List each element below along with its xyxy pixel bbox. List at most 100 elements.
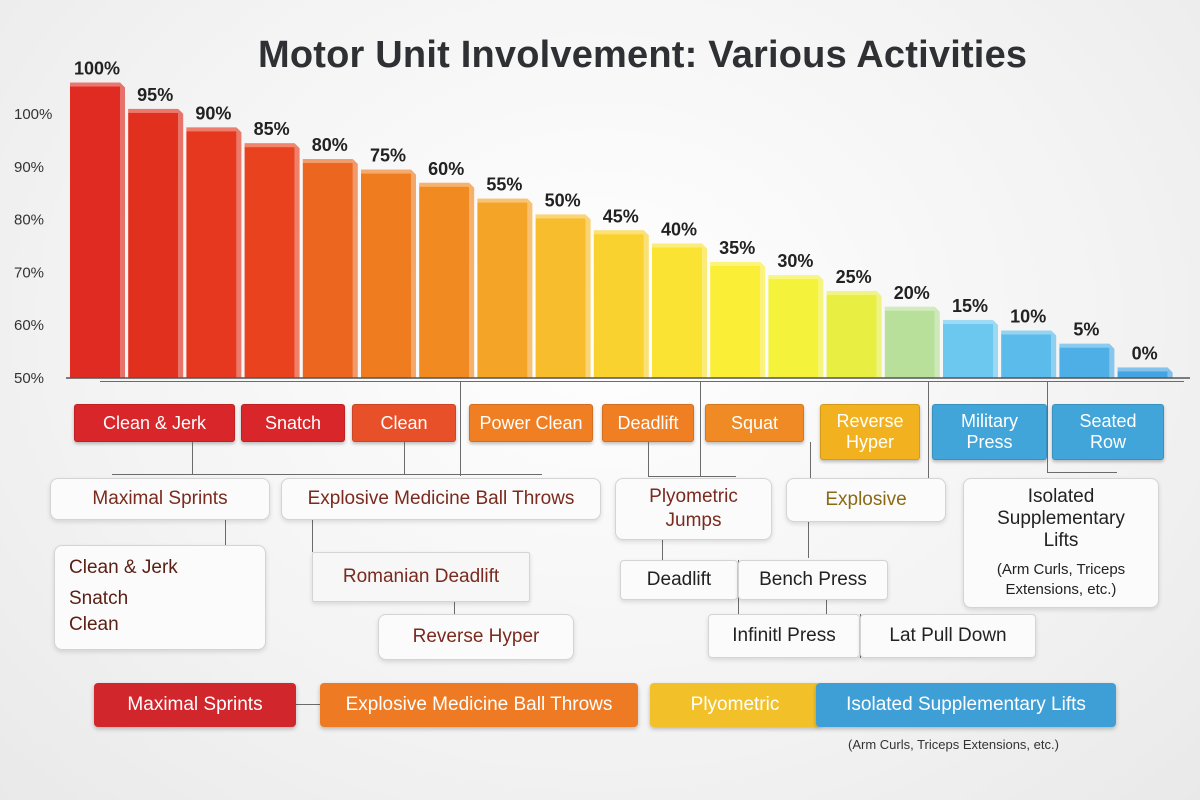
box-maximal-sprints: Maximal Sprints xyxy=(50,478,270,520)
bar xyxy=(1059,343,1115,378)
bar-front xyxy=(884,306,935,378)
list-item: Clean xyxy=(69,614,119,635)
bar-side xyxy=(760,261,766,378)
bar-value-label: 35% xyxy=(719,238,755,258)
bar-highlight xyxy=(1059,343,1110,348)
bar-side xyxy=(236,127,242,379)
connector-line xyxy=(454,602,455,614)
bar xyxy=(302,159,358,378)
bar xyxy=(710,261,766,378)
bar-value-label: 40% xyxy=(661,219,697,239)
connector-line xyxy=(1047,381,1048,473)
bar-side xyxy=(993,319,998,378)
isolated-title: Isolated Supplementary Lifts xyxy=(997,486,1125,551)
bar-side xyxy=(120,82,125,378)
category-snatch: Snatch xyxy=(241,404,345,442)
bottom-plyometric: Plyometric xyxy=(650,683,820,727)
connector-line xyxy=(928,381,929,478)
bar-side xyxy=(294,143,300,378)
bar-side xyxy=(178,108,184,379)
bar xyxy=(244,143,300,378)
box-explosive-medicine-ball-throws: Explosive Medicine Ball Throws xyxy=(281,478,601,520)
bar xyxy=(1001,330,1057,378)
bar-value-label: 15% xyxy=(952,296,988,316)
bar-highlight xyxy=(419,182,470,187)
bar-value-label: 10% xyxy=(1010,307,1046,327)
bar-highlight xyxy=(593,230,644,235)
bar-value-label: 20% xyxy=(894,283,930,303)
bar-front xyxy=(186,127,237,379)
bar-front xyxy=(710,261,761,378)
bar xyxy=(826,290,882,378)
connector-line xyxy=(296,704,320,705)
category-deadlift: Deadlift xyxy=(602,404,694,442)
connector-line xyxy=(312,520,313,552)
bar-front xyxy=(128,108,179,379)
category-squat: Squat xyxy=(705,404,804,442)
bar-front xyxy=(244,143,295,378)
chart-title: Motor Unit Involvement: Various Activiti… xyxy=(258,34,1028,76)
list-item: Snatch xyxy=(69,588,129,609)
y-tick-label: 50% xyxy=(14,370,44,387)
bar-front xyxy=(361,169,411,378)
box-bench-press: Bench Press xyxy=(738,560,888,600)
bar-front xyxy=(826,290,877,378)
bar-highlight xyxy=(535,214,586,219)
bottom-maximal-sprints: Maximal Sprints xyxy=(94,683,296,727)
bar-highlight xyxy=(652,243,702,248)
category-seated-row: Seated Row xyxy=(1052,404,1164,460)
bar-side xyxy=(643,230,649,378)
bar xyxy=(593,230,649,378)
bar xyxy=(943,319,998,378)
bar xyxy=(186,127,242,379)
bar-value-label: 30% xyxy=(777,251,813,271)
box-lat-pull-down: Lat Pull Down xyxy=(860,614,1036,658)
bar-front xyxy=(768,275,819,378)
connector-line xyxy=(460,381,461,476)
category-military-press: Military Press xyxy=(932,404,1047,460)
bar-value-label: 95% xyxy=(137,85,173,105)
bar-side xyxy=(469,182,475,378)
y-tick-label: 80% xyxy=(14,212,44,229)
box-infinitl-press: Infinitl Press xyxy=(708,614,860,658)
bar-front xyxy=(419,182,470,378)
connector-line xyxy=(404,442,405,474)
bar-highlight xyxy=(70,82,120,87)
y-tick-label: 60% xyxy=(14,317,44,334)
bar xyxy=(361,169,416,378)
bottom-isolated-supplementary-lifts: Isolated Supplementary Lifts xyxy=(816,683,1116,727)
box-isolated-supplementary-lifts: Isolated Supplementary Lifts (Arm Curls,… xyxy=(963,478,1159,608)
category-clean-and-jerk: Clean & Jerk xyxy=(74,404,235,442)
box-plyometric-jumps: Plyometric Jumps xyxy=(615,478,772,540)
box-deadlift: Deadlift xyxy=(620,560,738,600)
isolated-note: (Arm Curls, Triceps Extensions, etc.) xyxy=(996,561,1126,598)
bar xyxy=(884,306,940,378)
box-romanian-deadlift: Romanian Deadlift xyxy=(312,552,530,602)
bar-highlight xyxy=(302,159,353,164)
connector-line xyxy=(662,540,663,560)
bar-highlight xyxy=(943,319,993,324)
bar-highlight xyxy=(477,198,528,203)
bar-value-label: 60% xyxy=(428,159,464,179)
connector-line xyxy=(100,381,1184,382)
connector-line xyxy=(700,381,701,476)
bar-highlight xyxy=(710,261,761,266)
box-explosive: Explosive xyxy=(786,478,946,522)
bar-highlight xyxy=(186,127,237,132)
category-reverse-hyper: Reverse Hyper xyxy=(820,404,920,460)
bar-side xyxy=(1051,330,1057,378)
bar-side xyxy=(411,169,416,378)
bar-front xyxy=(477,198,528,378)
bar-value-label: 75% xyxy=(370,146,406,166)
bar-highlight xyxy=(1001,330,1052,335)
bar-side xyxy=(1109,343,1115,378)
bar-front xyxy=(70,82,120,378)
bar-side xyxy=(876,290,882,378)
connector-line xyxy=(826,600,827,614)
bar-highlight xyxy=(244,143,295,148)
bar-value-label: 100% xyxy=(74,59,120,79)
y-tick-label: 70% xyxy=(14,264,44,281)
category-power-clean: Power Clean xyxy=(469,404,593,442)
y-tick-label: 100% xyxy=(14,106,52,123)
bar-front xyxy=(652,243,702,378)
